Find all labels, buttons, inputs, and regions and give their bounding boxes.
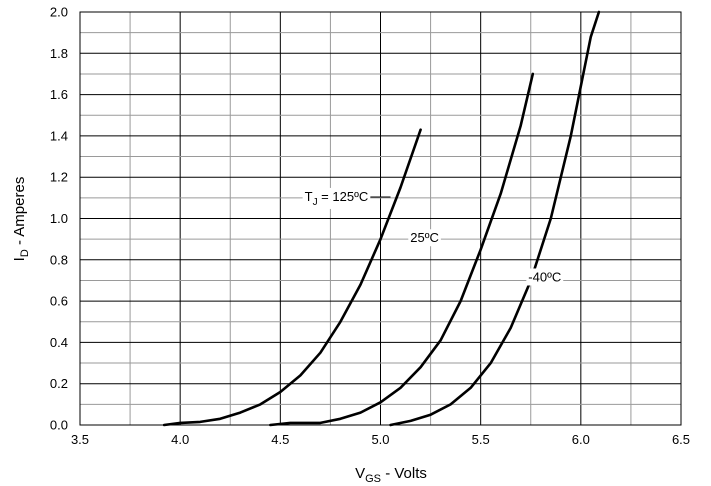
y-tick-label: 0.4 xyxy=(50,335,68,350)
annotation-sub: J xyxy=(313,197,318,208)
series-layer xyxy=(162,10,601,427)
y-tick-label: 1.6 xyxy=(50,87,68,102)
annotation-label-3: -40ºC xyxy=(528,269,561,284)
x-tick-label: 5.5 xyxy=(472,432,490,447)
annotation-main: T xyxy=(305,189,313,204)
y-tick-label: 1.2 xyxy=(50,170,68,185)
x-axis-title-main: V xyxy=(355,465,365,482)
y-tick-label: 1.4 xyxy=(50,128,68,143)
plot-frame xyxy=(79,11,682,426)
annotation-label-1: TJ = 125ºC xyxy=(305,189,369,208)
x-tick-label: 6.5 xyxy=(672,432,690,447)
x-tick-label: 3.5 xyxy=(71,432,89,447)
y-tick-label: 0.6 xyxy=(50,294,68,309)
y-tick-label: 0.8 xyxy=(50,252,68,267)
series-line-3 xyxy=(389,10,601,427)
y-axis-title-rest: - Amperes xyxy=(11,177,28,250)
annotation-layer: TJ = 125ºC 25ºC -40ºC xyxy=(302,187,564,286)
x-axis-title-sub: GS xyxy=(365,473,381,485)
x-tick-labels: 3.5 4.0 4.5 5.0 5.5 6.0 6.5 xyxy=(71,432,690,447)
x-tick-label: 4.0 xyxy=(171,432,189,447)
x-tick-label: 6.0 xyxy=(572,432,590,447)
y-tick-labels: 0.0 0.2 0.4 0.6 0.8 1.0 1.2 1.4 1.6 1.8 2.0 xyxy=(50,5,68,433)
x-axis-title-rest: - Volts xyxy=(381,465,427,482)
grid-lines xyxy=(79,11,682,426)
annotation-background xyxy=(302,187,371,209)
y-axis-title-main: I xyxy=(11,257,28,261)
y-tick-label: 0.0 xyxy=(50,418,68,433)
y-tick-label: 2.0 xyxy=(50,5,68,20)
y-tick-label: 0.2 xyxy=(50,376,68,391)
annotation-background xyxy=(408,229,441,247)
series-line-1 xyxy=(162,128,422,427)
annotation-rest: = 125ºC xyxy=(318,189,369,204)
y-axis-title: ID - Amperes xyxy=(11,177,31,262)
annotation-background xyxy=(526,268,564,286)
annotation-label-2: 25ºC xyxy=(410,230,439,245)
y-axis-title-sub: D xyxy=(19,249,31,257)
x-tick-label: 4.5 xyxy=(271,432,289,447)
x-tick-label: 5.0 xyxy=(371,432,389,447)
x-axis-title: VGS - Volts xyxy=(355,465,427,485)
y-tick-label: 1.8 xyxy=(50,46,68,61)
annotation-main: -40ºC xyxy=(528,269,561,284)
y-tick-label: 1.0 xyxy=(50,211,68,226)
series-line-2 xyxy=(269,72,535,427)
annotation-main: 25ºC xyxy=(410,230,439,245)
